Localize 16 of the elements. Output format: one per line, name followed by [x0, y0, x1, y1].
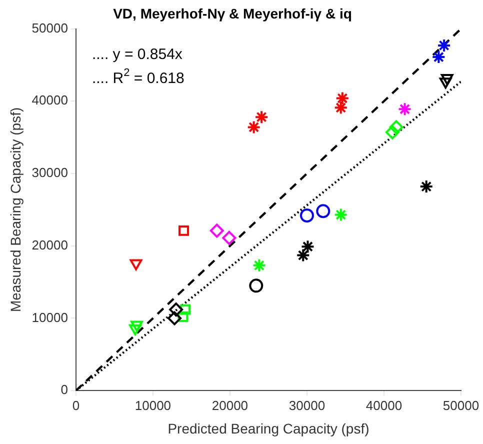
y-tick-label: 10000: [32, 310, 68, 325]
y-axis-title: Measured Bearing Capacity (psf): [7, 107, 24, 312]
y-tick-label: 30000: [32, 165, 68, 180]
x-axis-title: Predicted Bearing Capacity (psf): [168, 420, 370, 436]
y-tick-label: 50000: [32, 20, 68, 36]
x-tick-label: 10000: [134, 398, 172, 413]
x-tick-label: 0: [72, 398, 80, 413]
x-tick-label: 40000: [366, 398, 402, 413]
x-tick-label: 20000: [212, 398, 248, 413]
y-tick-label: 40000: [32, 92, 68, 108]
x-tick-label: 30000: [288, 398, 326, 413]
annotation: .... y = 0.854x: [92, 46, 183, 63]
y-tick-label: 0: [60, 382, 68, 398]
chart-title: VD, Meyerhof-Nγ & Meyerhof-iγ & iq: [113, 5, 352, 22]
y-tick-label: 20000: [32, 237, 68, 252]
x-tick-label: 50000: [442, 398, 480, 413]
